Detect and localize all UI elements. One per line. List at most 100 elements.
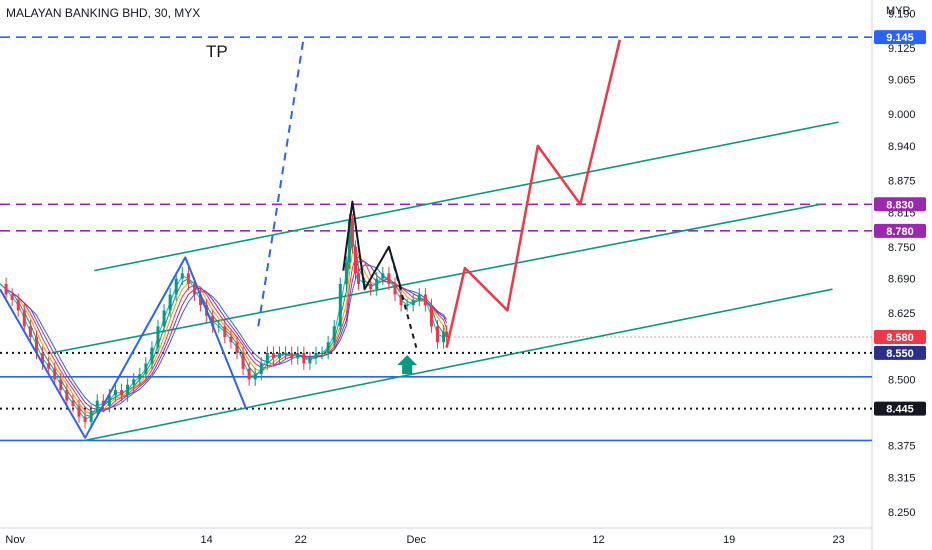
candle-body	[247, 368, 251, 380]
candle-body	[423, 294, 427, 306]
x-tick-label: Dec	[406, 534, 426, 546]
candle-body	[235, 342, 239, 353]
candle-body	[174, 278, 178, 295]
candle-body	[417, 294, 421, 300]
y-tick-label: 8.250	[888, 507, 916, 519]
candle-body	[77, 405, 81, 417]
black-dashed-projection	[387, 246, 418, 348]
candle-body	[53, 368, 57, 380]
moving-average-line	[0, 261, 448, 411]
candle-body	[253, 374, 257, 380]
candle-body	[332, 326, 336, 343]
candle-body	[229, 336, 233, 343]
candle-body	[265, 352, 269, 364]
candle-body	[353, 246, 357, 274]
last-price-badge-bg	[874, 329, 926, 344]
candle-body	[168, 294, 172, 311]
currency-label: MYR	[886, 5, 911, 17]
price-level-badge-bg	[874, 197, 926, 212]
candle-body	[302, 352, 306, 364]
candle-body	[278, 352, 282, 359]
x-tick-label: 23	[832, 534, 844, 546]
x-tick-label: 19	[723, 534, 735, 546]
candle-body	[144, 363, 148, 375]
candle-body	[47, 363, 51, 369]
x-tick-label: 14	[200, 534, 212, 546]
price-level-badge-bg	[874, 30, 926, 45]
x-tick-label: 12	[592, 534, 604, 546]
y-tick-label: 8.500	[888, 374, 916, 386]
price-level-badge: 9.145	[886, 32, 914, 44]
y-tick-label: 8.690	[888, 274, 916, 286]
candle-body	[4, 283, 8, 295]
y-tick-label: 8.375	[888, 441, 916, 453]
candle-body	[445, 331, 449, 337]
x-tick-label: 22	[295, 534, 307, 546]
candle-body	[344, 262, 348, 284]
candle-body	[65, 390, 69, 401]
moving-average-line	[0, 256, 448, 412]
y-tick-label: 9.190	[888, 8, 916, 20]
candle-body	[132, 379, 136, 385]
candle-body	[89, 411, 93, 422]
candle-body	[314, 352, 318, 359]
price-level-badge: 8.550	[886, 348, 914, 360]
candle-body	[381, 273, 385, 279]
blue-zigzag-pattern	[0, 256, 248, 439]
red-projection-path	[445, 39, 622, 348]
candle-body	[296, 352, 300, 359]
candle-body	[308, 358, 312, 364]
candle-body	[138, 374, 142, 380]
moving-average-line	[0, 264, 448, 410]
y-tick-label: 9.065	[888, 75, 916, 87]
candle-body	[22, 310, 26, 327]
candle-body	[223, 326, 227, 337]
candle-body	[162, 310, 166, 327]
candle-body	[83, 416, 87, 422]
y-tick-label: 9.000	[888, 109, 916, 121]
candle-body	[393, 283, 397, 295]
price-level-badge: 8.830	[886, 199, 914, 211]
candle-body	[436, 326, 440, 343]
y-tick-label: 8.940	[888, 141, 916, 153]
y-tick-label: 8.315	[888, 473, 916, 485]
tp-label: TP	[206, 42, 228, 61]
y-tick-label: 8.625	[888, 308, 916, 320]
candle-body	[405, 305, 409, 307]
candle-body	[211, 315, 215, 327]
candle-body	[217, 326, 221, 328]
candle-body	[120, 390, 124, 396]
candle-body	[192, 283, 196, 295]
y-tick-label: 9.125	[888, 43, 916, 55]
candle-body	[338, 283, 342, 327]
price-level-badge-bg	[874, 223, 926, 238]
price-level-badge-bg	[874, 401, 926, 416]
candle-body	[95, 400, 99, 412]
price-level-badge: 8.780	[886, 226, 914, 238]
y-tick-label: 8.875	[888, 175, 916, 187]
last-price-badge: 8.580	[886, 332, 914, 344]
x-tick-label: Nov	[5, 534, 25, 546]
candle-body	[290, 352, 294, 359]
channel-line	[84, 288, 833, 442]
candle-body	[284, 352, 288, 354]
chart-title: MALAYAN BANKING BHD, 30, MYX	[6, 6, 201, 20]
candle-body	[126, 384, 130, 396]
channel-line	[94, 121, 839, 272]
candle-body	[113, 390, 117, 396]
blue-dashed-projection	[257, 36, 305, 327]
up-arrow-icon	[397, 355, 418, 375]
price-level-badge-bg	[874, 345, 926, 360]
candle-body	[10, 294, 14, 300]
candle-body	[369, 283, 373, 290]
candle-body	[199, 294, 203, 306]
candle-body	[347, 220, 351, 263]
candle-body	[16, 299, 20, 311]
candle-body	[259, 363, 263, 375]
candle-body	[271, 352, 275, 359]
candle-body	[241, 352, 245, 369]
y-tick-label: 8.750	[888, 242, 916, 254]
price-level-badge: 8.445	[886, 404, 914, 416]
candle-body	[180, 273, 184, 279]
